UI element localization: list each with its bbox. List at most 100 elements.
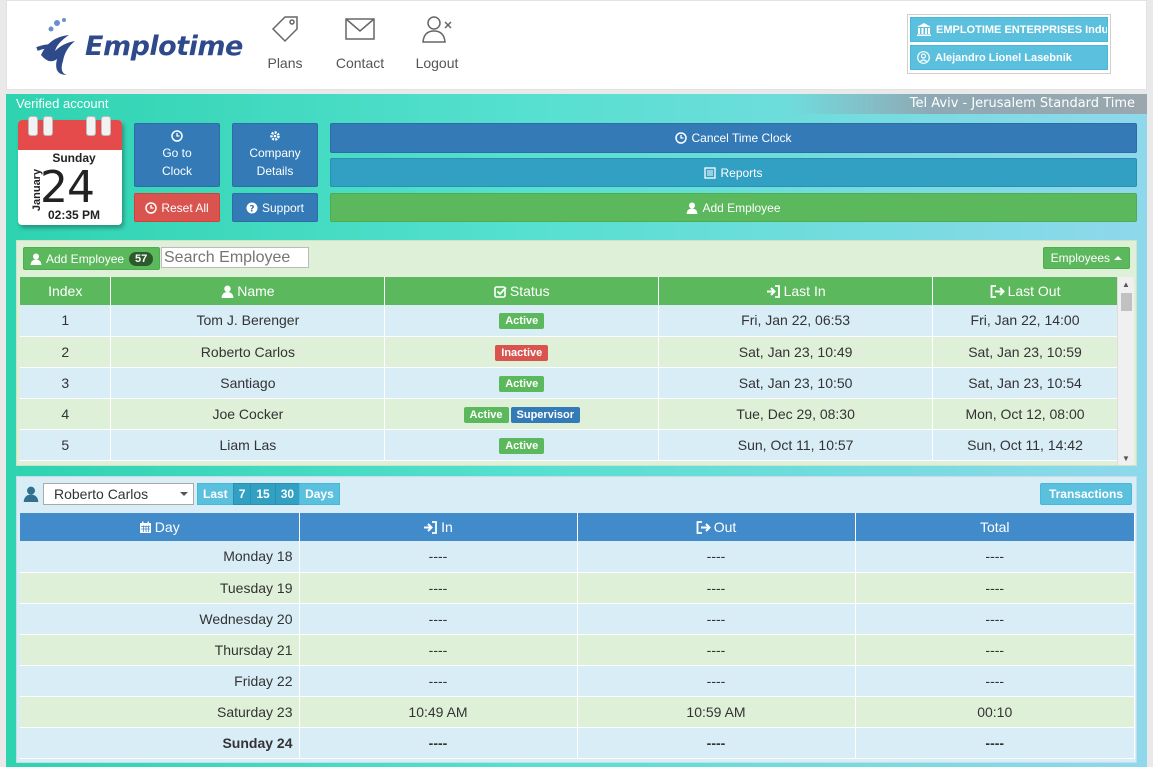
col-index-label: Index (48, 283, 83, 299)
table-row[interactable]: 1 Tom J. Berenger Active Fri, Jan 22, 06… (20, 305, 1118, 337)
table-row[interactable]: Saturday 23 10:49 AM 10:59 AM 00:10 (20, 696, 1135, 728)
add-employee-label: Add Employee (46, 251, 125, 266)
status-badge: Active (499, 437, 545, 454)
days-7-button[interactable]: 7 (232, 483, 252, 505)
user-name: Alejandro Lionel Lasebnik (935, 51, 1072, 64)
cell-out: ---- (577, 634, 856, 666)
col-status[interactable]: Status (384, 277, 660, 305)
add-employee-main-button[interactable]: Add Employee (330, 193, 1137, 222)
cell-total: ---- (855, 541, 1135, 573)
cell-name: Santiago (110, 367, 386, 399)
scroll-down-arrow[interactable]: ▼ (1122, 453, 1130, 463)
nav-label: Contact (335, 55, 385, 71)
cell-total: 00:10 (855, 696, 1135, 728)
search-employee-input[interactable] (161, 247, 309, 268)
user-circle-icon (917, 51, 930, 64)
employees-header-row: Index Name Status Last In Last Out (20, 277, 1118, 305)
company-name: EMPLOTIME ENTERPRISES Indu (936, 23, 1108, 36)
cell-day: Tuesday 19 (20, 572, 300, 604)
logo[interactable]: Emplotime (35, 15, 243, 77)
days-suffix: Days (299, 483, 340, 505)
cell-index: 4 (20, 398, 112, 430)
days-30-button[interactable]: 30 (274, 483, 301, 505)
table-row[interactable]: Wednesday 20 ---- ---- ---- (20, 603, 1135, 635)
cell-in: ---- (299, 665, 578, 697)
nav-contact[interactable]: Contact (325, 11, 395, 71)
cell-name: Tom J. Berenger (110, 305, 386, 337)
cell-in: ---- (299, 541, 578, 573)
col-total: Total (855, 513, 1135, 541)
col-last-out[interactable]: Last Out (932, 277, 1118, 305)
envelope-icon (345, 18, 375, 40)
table-row[interactable]: 5 Liam Las Active Sun, Oct 11, 10:57 Sun… (20, 429, 1118, 461)
cell-day: Saturday 23 (20, 696, 300, 728)
nav-logout[interactable]: Logout (402, 11, 472, 71)
transactions-button[interactable]: Transactions (1039, 483, 1132, 505)
company-details-line1: Company (249, 146, 301, 160)
table-row[interactable]: 3 Santiago Active Sat, Jan 23, 10:50 Sat… (20, 367, 1118, 399)
transactions-header-row: Day In Out Total (20, 513, 1135, 541)
user-button[interactable]: Alejandro Lionel Lasebnik (910, 45, 1108, 70)
col-name-label: Name (237, 283, 275, 299)
nav-plans[interactable]: Plans (250, 11, 320, 71)
cell-day: Sunday 24 (20, 727, 300, 759)
reset-all-label: Reset All (161, 200, 209, 215)
check-square-icon (494, 286, 507, 298)
table-row-today[interactable]: Sunday 24 ---- ---- ---- (20, 727, 1135, 759)
employee-select[interactable]: Roberto Carlos (43, 483, 194, 505)
table-row[interactable]: Monday 18 ---- ---- ---- (20, 541, 1135, 573)
nav-label: Plans (267, 55, 303, 71)
table-row[interactable]: Tuesday 19 ---- ---- ---- (20, 572, 1135, 604)
supervisor-badge: Supervisor (510, 406, 580, 423)
table-row[interactable]: 2 Roberto Carlos Inactive Sat, Jan 23, 1… (20, 336, 1118, 368)
bank-icon (917, 23, 931, 36)
cell-out: ---- (577, 727, 856, 759)
employees-toolbar: Add Employee 57 Employees (17, 241, 1136, 277)
col-last-out-label: Last Out (1007, 283, 1061, 299)
scroll-up-arrow[interactable]: ▲ (1122, 279, 1130, 289)
table-row[interactable]: Thursday 21 ---- ---- ---- (20, 634, 1135, 666)
cell-status: Active (384, 429, 660, 461)
reset-all-button[interactable]: Reset All (134, 193, 220, 222)
logo-mark-icon (36, 18, 75, 75)
add-employee-button[interactable]: Add Employee 57 (23, 247, 161, 270)
cell-name: Liam Las (110, 429, 386, 461)
reports-button[interactable]: Reports (330, 158, 1137, 187)
days-15-button[interactable]: 15 (250, 483, 276, 505)
support-button[interactable]: ? Support (232, 193, 318, 222)
cell-out: ---- (577, 665, 856, 697)
calendar-day-name: Sunday (52, 151, 96, 165)
sign-out-icon (696, 521, 711, 534)
status-badge: Inactive (495, 344, 549, 361)
cell-last-in: Fri, Jan 22, 06:53 (658, 305, 934, 337)
status-bar: Verified account Tel Aviv - Jerusalem St… (6, 94, 1147, 114)
cell-status: Inactive (384, 336, 660, 368)
cell-last-in: Sat, Jan 23, 10:50 (658, 367, 934, 399)
col-status-label: Status (509, 283, 550, 299)
employees-table: Index Name Status Last In Last Out 1 (20, 277, 1118, 461)
col-in-label: In (441, 519, 453, 535)
employees-dropdown[interactable]: Employees (1042, 247, 1130, 269)
company-button[interactable]: EMPLOTIME ENTERPRISES Indu (910, 17, 1108, 42)
question-circle-icon: ? (246, 202, 258, 214)
col-total-label: Total (979, 519, 1010, 535)
cell-last-out: Sat, Jan 23, 10:59 (932, 336, 1118, 368)
scroll-thumb[interactable] (1121, 293, 1132, 311)
add-employee-label: Add Employee (702, 200, 781, 215)
col-last-in[interactable]: Last In (658, 277, 934, 305)
employees-panel: Add Employee 57 Employees Index Name (16, 240, 1137, 466)
go-to-clock-button[interactable]: Go to Clock (134, 123, 220, 187)
employees-scrollbar[interactable]: ▲ ▼ (1117, 277, 1134, 465)
transactions-toolbar: Roberto Carlos Last 7 15 30 Days Transac… (17, 477, 1136, 513)
col-index[interactable]: Index (20, 277, 112, 305)
table-row[interactable]: Friday 22 ---- ---- ---- (20, 665, 1135, 697)
cell-in: ---- (299, 572, 578, 604)
company-details-button[interactable]: Company Details (232, 123, 318, 187)
user-icon (221, 285, 234, 298)
cell-out: ---- (577, 541, 856, 573)
status-badge: Active (499, 313, 545, 330)
go-to-clock-line2: Clock (161, 164, 192, 178)
cancel-time-clock-button[interactable]: Cancel Time Clock (330, 123, 1137, 153)
table-row[interactable]: 4 Joe Cocker Active Supervisor Tue, Dec 2… (20, 398, 1118, 430)
col-name[interactable]: Name (110, 277, 386, 305)
